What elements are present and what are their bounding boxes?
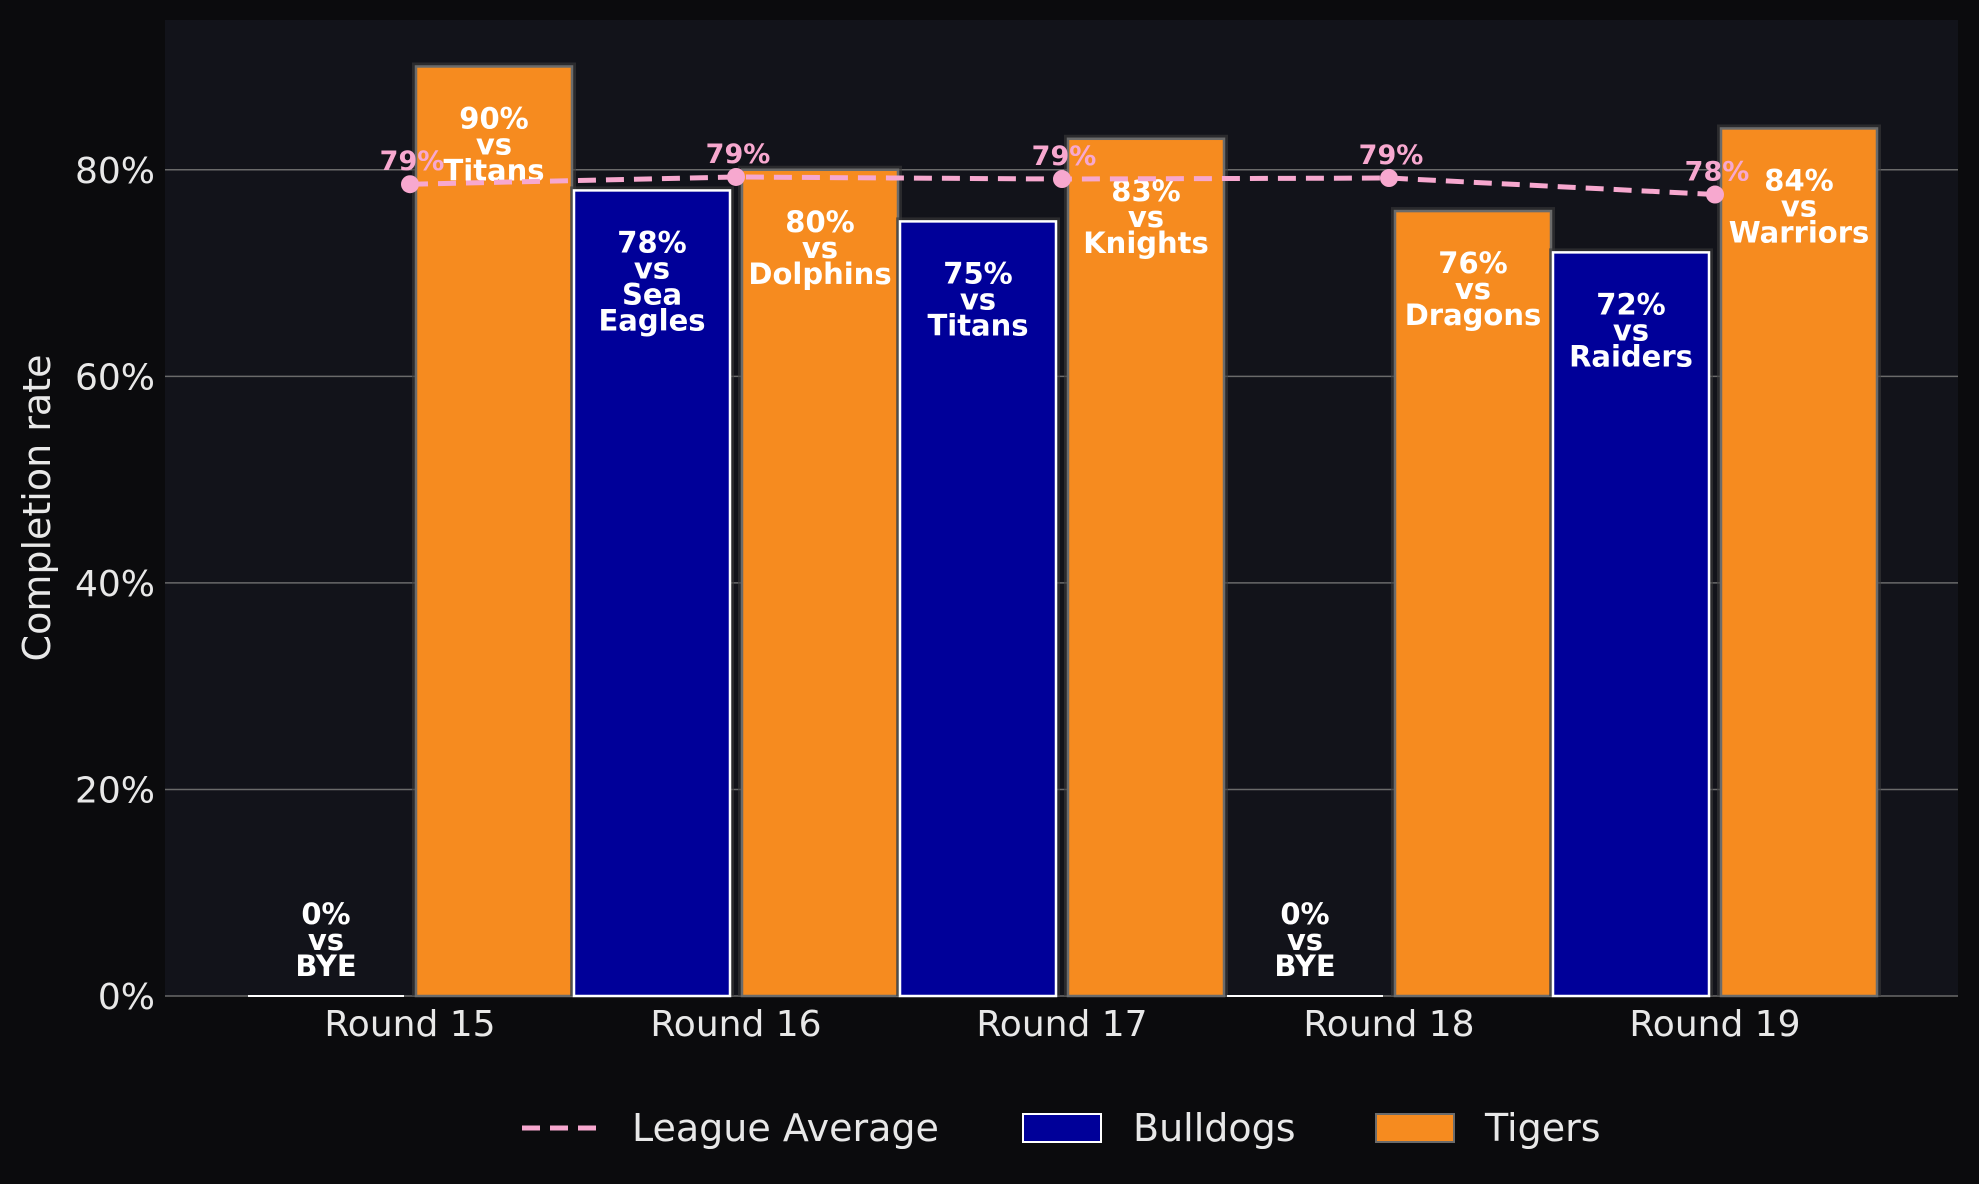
bar-label: 0% [301,897,350,931]
league-average-label: 79% [1032,141,1097,172]
legend-label-tigers: Tigers [1484,1106,1601,1150]
bar-label: Raiders [1569,339,1693,373]
league-average-label: 79% [706,139,771,170]
league-average-point [1053,170,1071,189]
tigers-bar [1393,209,1553,998]
bar-label: BYE [1274,949,1335,983]
x-tick-label: Round 18 [1303,1004,1474,1045]
bar-label: vs [802,231,838,265]
bar-label: Dragons [1405,298,1542,332]
league-average-label: 79% [1359,140,1424,171]
legend-swatch-tigers [1375,1113,1455,1143]
y-tick-label: 40% [75,564,155,605]
bar-label: vs [1287,923,1323,957]
bar-label: 80% [785,205,854,239]
bar-label: Warriors [1729,215,1870,249]
bar-label: vs [960,282,996,316]
x-tick-label: Round 17 [976,1004,1147,1045]
y-axis-ticks: 0% 20% 40% 60% 80% [75,151,155,1018]
bar-label: Titans [927,308,1028,342]
y-axis-title: Completion rate [15,355,59,662]
tigers-bar [1066,137,1226,998]
league-average-point [1380,169,1398,188]
bar-label: 0% [1280,897,1329,931]
legend-swatch-bulldogs [1022,1113,1102,1143]
y-tick-label: 60% [75,357,155,398]
bulldogs-bar [898,220,1058,998]
x-tick-label: Round 15 [324,1004,495,1045]
x-tick-label: Round 16 [650,1004,821,1045]
legend: League Average Bulldogs Tigers [522,1106,1601,1150]
league-average-point [401,175,419,194]
tigers-bar [414,65,574,998]
bulldogs-bar [572,189,732,998]
legend-label-bulldogs: Bulldogs [1133,1106,1296,1150]
y-tick-label: 0% [98,977,155,1018]
y-tick-label: 20% [75,770,155,811]
bar-label: 84% [1764,163,1833,197]
bar-label: BYE [295,949,356,983]
bar-label: 72% [1596,287,1665,321]
x-axis-ticks: Round 15 Round 16 Round 17 Round 18 Round 19 [324,1004,1800,1045]
bar-label: Sea [622,277,682,311]
bar-label: 75% [943,256,1012,290]
bulldogs-bar [1551,251,1711,998]
y-tick-label: 80% [75,151,155,192]
league-average-line: 79% 79% 79% 79% 78% [380,139,1750,204]
legend-label-league-average: League Average [632,1106,939,1150]
league-average-point [1706,185,1724,204]
bar-label: vs [1781,189,1817,223]
bar-label: vs [1455,272,1491,306]
bar-label: 76% [1438,246,1507,280]
x-tick-label: Round 19 [1629,1004,1800,1045]
bar-label: Knights [1083,226,1209,260]
bar-label: 90% [459,101,528,135]
bars: 0%vsBYE90%vsTitans78%vsSeaEagles80%vsDol… [248,62,1881,998]
league-average-point [727,167,745,186]
bar-label: vs [634,251,670,285]
bar-label: vs [476,127,512,161]
tigers-bar [1719,127,1879,998]
bar-label: Eagles [598,303,705,337]
bar-label: Dolphins [748,257,891,291]
league-average-label: 79% [380,146,445,177]
tigers-bar [740,168,900,998]
bar-label: 78% [617,225,686,259]
bar-label: vs [308,923,344,957]
league-average-label: 78% [1685,157,1750,188]
bar-label: vs [1613,313,1649,347]
bar-label: vs [1128,200,1164,234]
